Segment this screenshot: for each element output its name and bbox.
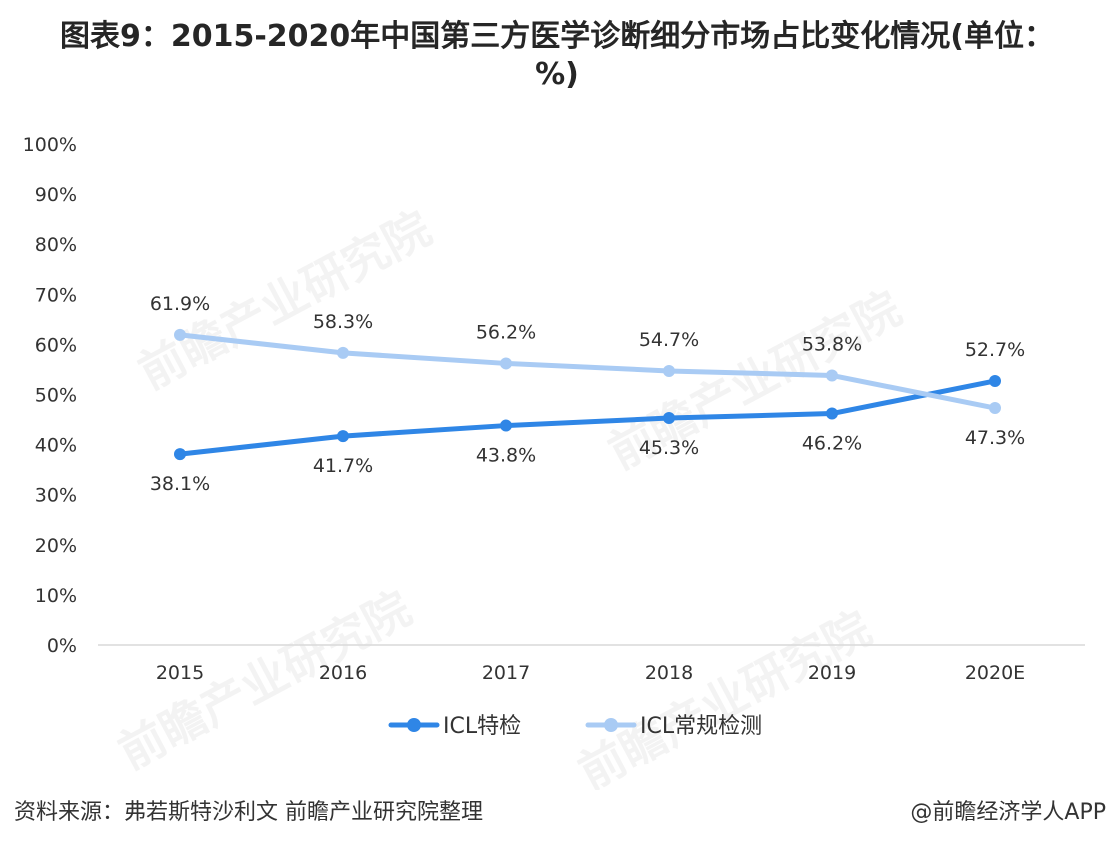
x-tick-label: 2018 [645,662,693,684]
axis-layer: 0% 10% 20% 30% 40% 50% 60% 70% 80% 90% 100% 2015 201… [23,134,1085,684]
y-tick-label: 70% [35,284,77,306]
x-tick-label: 2017 [482,662,530,684]
watermark-text: 前瞻产业研究院 [570,601,880,790]
data-point [174,448,186,461]
data-label: 43.8% [476,445,536,467]
data-label: 54.7% [639,329,699,351]
data-label: 61.9% [150,293,210,315]
series-layer [174,328,1001,461]
chart-title: 图表9：2015-2020年中国第三方医学诊断细分市场占比变化情况(单位：%) [59,19,1055,92]
legend-item-2: ICL常规检测 [585,714,762,739]
x-tick-label: 2020E [965,662,1025,684]
data-label: 41.7% [313,455,373,477]
data-label: 47.3% [965,427,1025,449]
data-point [337,346,349,359]
y-tick-label: 10% [35,585,77,607]
data-label: 52.7% [965,339,1025,361]
data-label: 38.1% [150,473,210,495]
x-tick-label: 2019 [808,662,856,684]
data-point [989,402,1001,415]
data-point [337,430,349,443]
data-point [826,407,838,420]
legend: ICL特检 ICL常规检测 [388,714,762,739]
x-tick-label: 2016 [319,662,367,684]
y-tick-label: 40% [35,435,77,457]
data-label: 56.2% [476,321,536,343]
data-label: 58.3% [313,311,373,333]
data-point [663,412,675,425]
legend-label: ICL常规检测 [640,714,762,739]
legend-item-1: ICL特检 [388,714,521,739]
y-tick-label: 60% [35,334,77,356]
data-point [989,374,1001,387]
data-label: 53.8% [802,333,862,355]
series-line-1 [177,378,998,457]
source-note: 资料来源：弗若斯特沙利文 前瞻产业研究院整理 [14,800,483,825]
legend-marker [604,718,618,732]
brand-credit: @前瞻经济学人APP [910,800,1106,825]
line-chart: 前瞻产业研究院前瞻产业研究院前瞻产业研究院前瞻产业研究院 0% 10% 20% 30%… [23,134,1085,790]
y-tick-label: 0% [47,635,77,657]
watermark-layer: 前瞻产业研究院前瞻产业研究院前瞻产业研究院前瞻产业研究院 [110,201,910,790]
data-point [663,364,675,377]
data-point [174,328,186,341]
data-label-layer: 38.1% 61.9% 41.7% 58.3% 43.8% 56.2% 45.3% 54.7%… [150,293,1025,495]
y-tick-label: 100% [23,134,77,156]
y-tick-label: 90% [35,184,77,206]
y-tick-label: 80% [35,234,77,256]
data-point [500,419,512,432]
x-tick-label: 2015 [156,662,204,684]
data-label: 46.2% [802,433,862,455]
data-point [826,369,838,382]
data-label: 45.3% [639,437,699,459]
data-point [500,357,512,370]
y-tick-label: 20% [35,535,77,557]
y-tick-label: 50% [35,385,77,407]
legend-marker [407,718,421,732]
series-line-2 [177,332,998,411]
legend-label: ICL特检 [443,714,521,739]
y-tick-label: 30% [35,485,77,507]
